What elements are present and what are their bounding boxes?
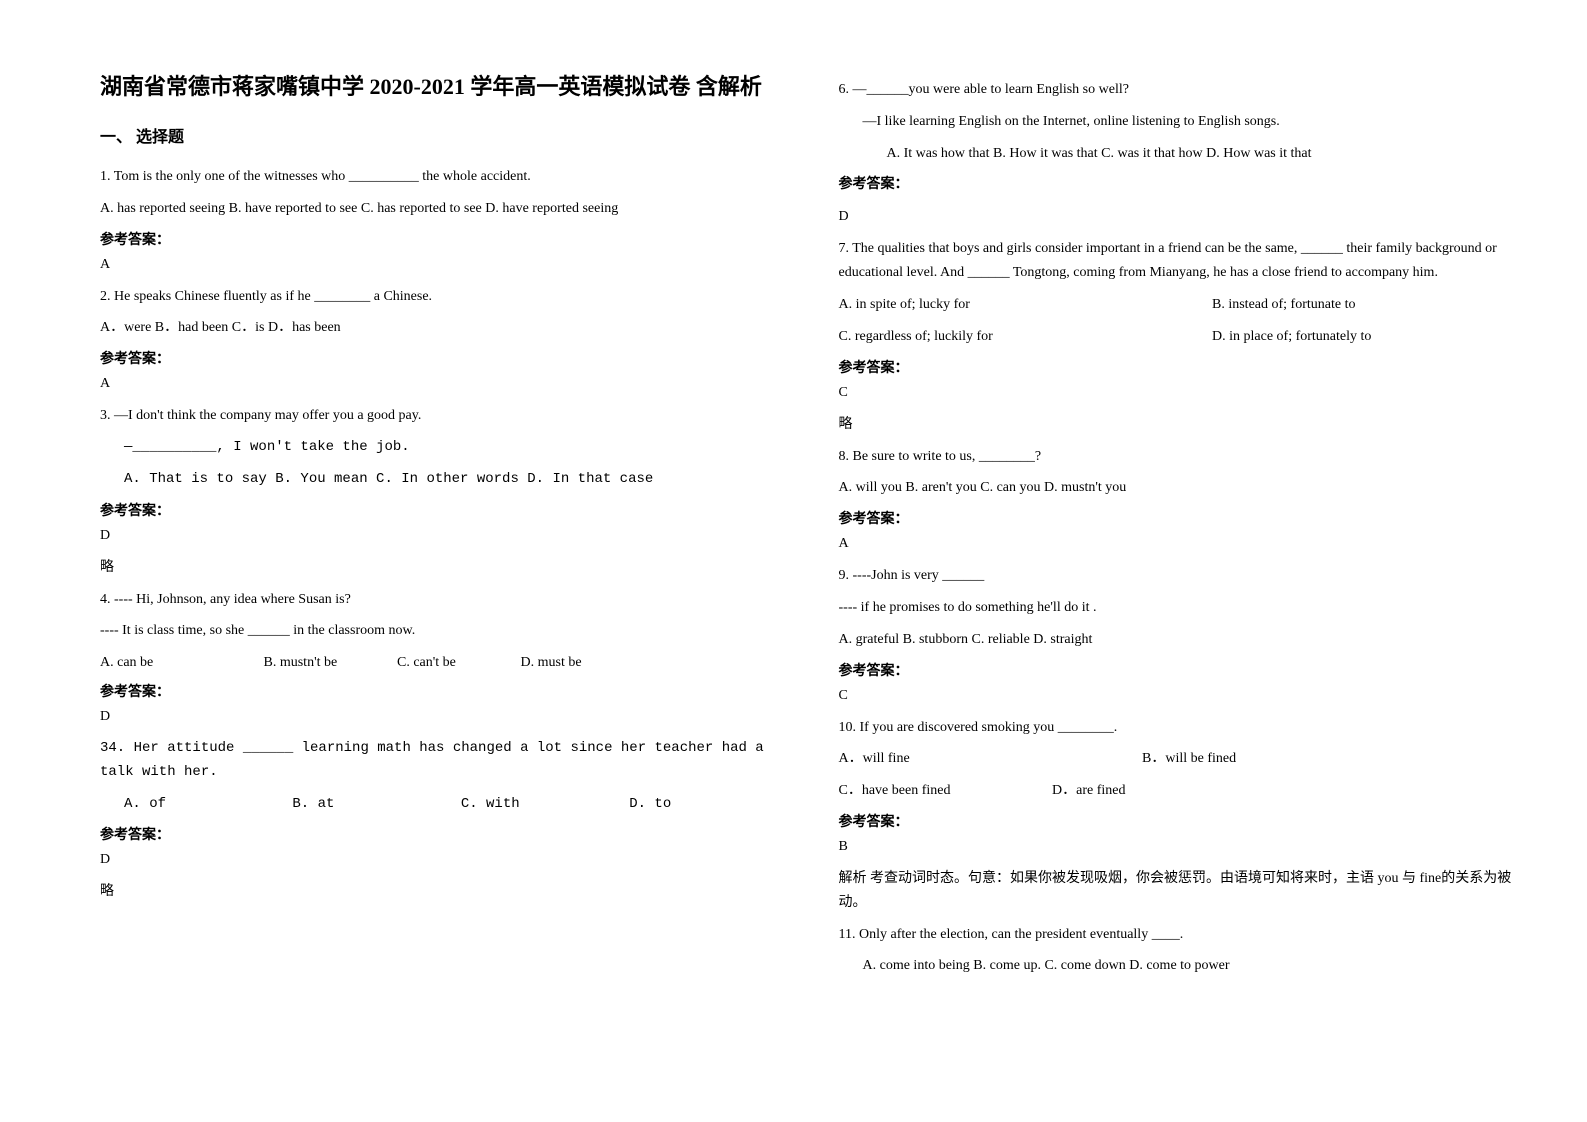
answer-8: A [839, 536, 1528, 552]
answer-label: 参考答案： [100, 681, 789, 701]
answer-label: 参考答案： [100, 824, 789, 844]
opt-c: C. can't be [397, 651, 517, 675]
answer-label: 参考答案： [839, 357, 1528, 377]
question-3-options: A. That is to say B. You mean C. In othe… [100, 468, 789, 492]
question-4-line2: ---- It is class time, so she ______ in … [100, 619, 789, 643]
question-7-options-row2: C. regardless of; luckily for D. in plac… [839, 325, 1528, 349]
question-4-line1: 4. ---- Hi, Johnson, any idea where Susa… [100, 588, 789, 612]
answer-3: D [100, 528, 789, 544]
opt-b: B. at [292, 793, 452, 817]
opt-c: C. with [461, 793, 621, 817]
question-9-line2: ---- if he promises to do something he'l… [839, 596, 1528, 620]
answer-label: 参考答案： [839, 173, 1528, 193]
answer-5: D [100, 852, 789, 868]
question-4-options: A. can be B. mustn't be C. can't be D. m… [100, 651, 789, 675]
note-5: 略 [100, 880, 789, 900]
answer-9: C [839, 688, 1528, 704]
question-6-line2: —I like learning English on the Internet… [839, 110, 1528, 134]
answer-4: D [100, 709, 789, 725]
question-3-line1: 3. —I don't think the company may offer … [100, 404, 789, 428]
question-7: 7. The qualities that boys and girls con… [839, 237, 1528, 285]
answer-label: 参考答案： [100, 229, 789, 249]
answer-7: C [839, 385, 1528, 401]
answer-label: 参考答案： [839, 811, 1528, 831]
opt-a: A．will fine [839, 747, 1139, 771]
question-8: 8. Be sure to write to us, ________? [839, 445, 1528, 469]
opt-d: D. in place of; fortunately to [1212, 329, 1371, 344]
question-7-options-row1: A. in spite of; lucky for B. instead of;… [839, 293, 1528, 317]
question-11: 11. Only after the election, can the pre… [839, 923, 1528, 947]
question-9-line1: 9. ----John is very ______ [839, 564, 1528, 588]
exam-title: 湖南省常德市蒋家嘴镇中学 2020-2021 学年高一英语模拟试卷 含解析 [100, 70, 789, 103]
note-10: 解析 考查动词时态。句意：如果你被发现吸烟，你会被惩罚。由语境可知将来时，主语 … [839, 867, 1528, 915]
question-5-options: A. of B. at C. with D. to [100, 793, 789, 817]
opt-c: C. regardless of; luckily for [839, 325, 1209, 349]
question-11-options: A. come into being B. come up. C. come d… [839, 954, 1528, 978]
question-1: 1. Tom is the only one of the witnesses … [100, 165, 789, 189]
opt-b: B. instead of; fortunate to [1212, 297, 1355, 312]
opt-a: A. of [124, 793, 284, 817]
question-2-options: A．were B．had been C．is D．has been [100, 316, 789, 340]
opt-d: D. to [629, 796, 671, 812]
opt-a: A. can be [100, 651, 260, 675]
question-10-options-row1: A．will fine B．will be fined [839, 747, 1528, 771]
left-column: 湖南省常德市蒋家嘴镇中学 2020-2021 学年高一英语模拟试卷 含解析 一、… [100, 70, 789, 1092]
opt-d: D. must be [521, 655, 582, 670]
opt-b: B. mustn't be [264, 651, 394, 675]
question-9-options: A. grateful B. stubborn C. reliable D. s… [839, 628, 1528, 652]
question-6-line1: 6. —______you were able to learn English… [839, 78, 1528, 102]
answer-6: D [839, 209, 1528, 225]
right-column: 6. —______you were able to learn English… [839, 70, 1528, 1092]
question-1-options: A. has reported seeing B. have reported … [100, 197, 789, 221]
answer-2: A [100, 376, 789, 392]
answer-label: 参考答案： [839, 508, 1528, 528]
opt-b: B．will be fined [1142, 751, 1236, 766]
question-6-options: A. It was how that B. How it was that C.… [839, 142, 1528, 166]
question-10: 10. If you are discovered smoking you __… [839, 716, 1528, 740]
note-7: 略 [839, 413, 1528, 433]
question-3-line2: —__________, I won't take the job. [100, 436, 789, 460]
answer-10: B [839, 839, 1528, 855]
answer-1: A [100, 257, 789, 273]
answer-label: 参考答案： [839, 660, 1528, 680]
answer-label: 参考答案： [100, 500, 789, 520]
opt-a: A. in spite of; lucky for [839, 293, 1209, 317]
question-2: 2. He speaks Chinese fluently as if he _… [100, 285, 789, 309]
question-5: 34. Her attitude ______ learning math ha… [100, 737, 789, 785]
note-3: 略 [100, 556, 789, 576]
question-8-options: A. will you B. aren't you C. can you D. … [839, 476, 1528, 500]
answer-label: 参考答案： [100, 348, 789, 368]
question-10-options-row2: C．have been fined D．are fined [839, 779, 1528, 803]
section-heading: 一、 选择题 [100, 123, 789, 147]
opt-c: C．have been fined [839, 779, 1049, 803]
opt-d: D．are fined [1052, 783, 1125, 798]
